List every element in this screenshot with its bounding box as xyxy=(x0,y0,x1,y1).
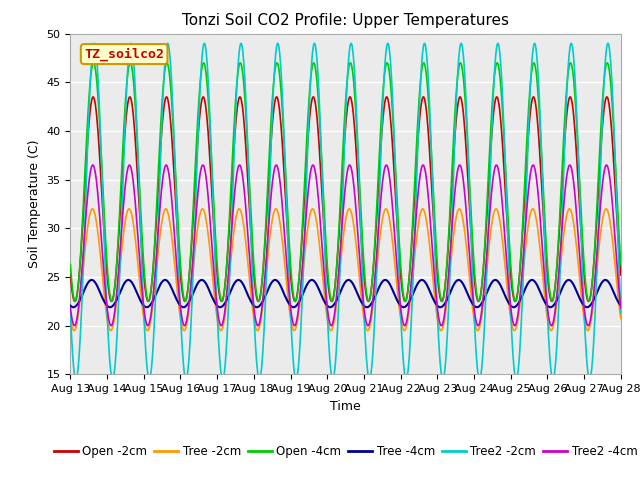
Y-axis label: Soil Temperature (C): Soil Temperature (C) xyxy=(28,140,41,268)
Title: Tonzi Soil CO2 Profile: Upper Temperatures: Tonzi Soil CO2 Profile: Upper Temperatur… xyxy=(182,13,509,28)
Text: TZ_soilco2: TZ_soilco2 xyxy=(84,48,164,61)
X-axis label: Time: Time xyxy=(330,400,361,413)
Legend: Open -2cm, Tree -2cm, Open -4cm, Tree -4cm, Tree2 -2cm, Tree2 -4cm: Open -2cm, Tree -2cm, Open -4cm, Tree -4… xyxy=(49,440,640,462)
